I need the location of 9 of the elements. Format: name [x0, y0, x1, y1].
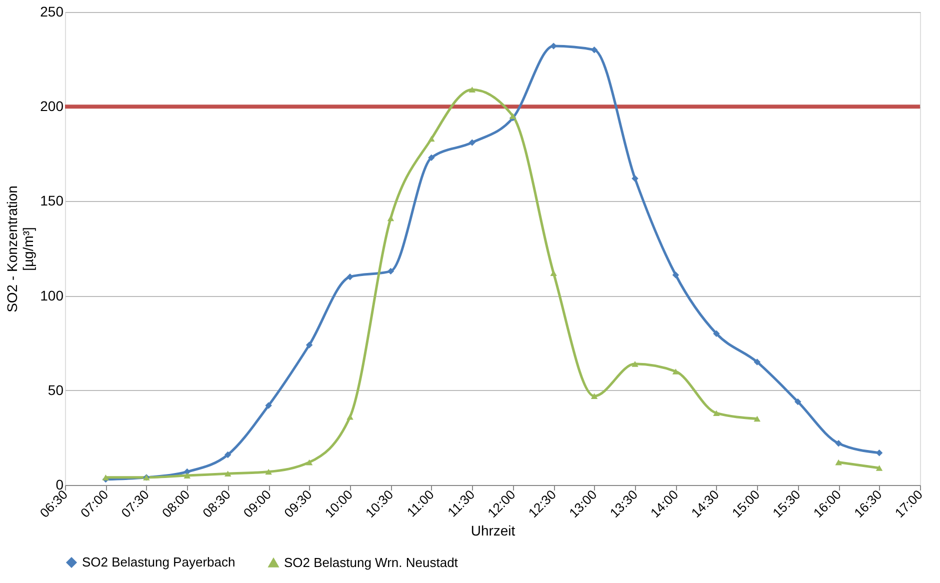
- y-tick-label: 250: [40, 4, 64, 20]
- x-axis-title: Uhrzeit: [470, 522, 516, 538]
- y-axis-title: SO2 - Konzentration [µg/m³]: [4, 186, 36, 312]
- legend-label: SO2 Belastung Wrn. Neustadt: [284, 554, 458, 570]
- y-tick-label: 150: [40, 192, 64, 209]
- legend-label: SO2 Belastung Payerbach: [82, 554, 236, 570]
- y-tick-label: 50: [48, 382, 64, 398]
- y-tick-label: 100: [40, 287, 64, 304]
- y-tick-label: 200: [40, 98, 64, 114]
